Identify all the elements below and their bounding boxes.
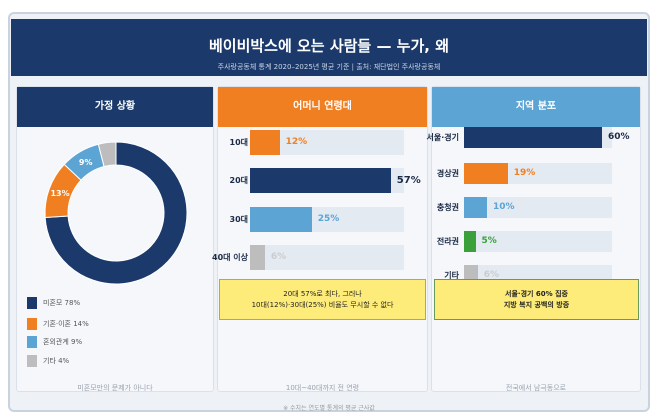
legend-swatch [27,297,37,309]
bar-track [464,197,612,218]
bar-category-label: 경상권 [436,168,459,178]
legend-item: 기혼·이혼 14% [27,318,89,330]
bar [250,168,391,193]
donut-slice [97,141,117,168]
donut-slice [44,141,188,285]
footnote: ※ 수치는 연도별 통계의 평균 근사값 [283,405,375,412]
panel-family: 가정 상황 74%13%9% 미혼모만의 문제가 아니다 [16,86,214,392]
legend-label: 미혼모 78% [43,299,81,307]
legend-label: 기혼·이혼 14% [43,320,89,328]
page-subtitle: 주사랑공동체 통계 2020–2025년 평균 기준 | 출처: 재단법인 주사… [217,63,441,71]
bar [250,207,312,232]
legend-item: 기타 4% [27,355,69,367]
legend-item: 혼외관계 9% [27,336,82,348]
page-title: 베이비박스에 오는 사람들 — 누가, 왜 [208,37,449,55]
panel-title: 어머니 연령대 [218,87,427,127]
bar-track [250,245,404,270]
note-line: 지방 복지 공백의 방증 [503,300,570,309]
bar-value-label: 19% [513,167,536,178]
panel-title: 지역 분포 [432,87,640,127]
bar [250,130,280,155]
bar-value-label: 6% [483,269,500,280]
slice-label: 9% [79,158,93,167]
panel-caption: 미혼모만의 문제가 아니다 [77,384,153,392]
bar-category-label: 전라권 [436,236,459,246]
donut-chart: 74%13%9% [44,141,188,285]
bar [250,245,265,270]
legend-swatch [27,336,37,348]
bar-value-label: 10% [493,201,515,212]
bar-category-label: 서울·경기 [426,132,459,142]
legend-item: 미혼모 78% [27,297,80,309]
bar-value-label: 25% [317,213,340,224]
insight-note: 서울·경기 60% 집중 지방 복지 공백의 방증 [434,279,639,320]
note-line: 서울·경기 60% 집중 [505,289,568,298]
panel-caption: 10대~40대까지 전 연령 [285,384,360,392]
header: 베이비박스에 오는 사람들 — 누가, 왜 주사랑공동체 통계 2020–202… [11,19,647,76]
bar-value-label: 12% [285,136,308,147]
bar-value-label: 5% [481,235,497,246]
panel-title: 가정 상황 [17,87,213,127]
note-line: 10대(12%)·30대(25%) 비율도 무시할 수 없다 [251,300,394,309]
bar-category-label: 30대 [229,214,249,224]
bar-value-label: 57% [396,174,421,186]
legend-label: 혼외관계 9% [43,338,83,346]
insight-note: 20대 57%로 최다, 그러나 10대(12%)·30대(25%) 비율도 무… [219,279,426,320]
bar [464,231,476,252]
bar [464,197,487,218]
bar-category-label: 기타 [444,270,459,280]
legend-swatch [27,318,37,330]
bar-track [464,231,612,252]
panel-caption: 전국에서 남극동으로 [505,384,567,392]
bar-value-label: 6% [270,251,287,262]
bar-category-label: 10대 [229,137,249,147]
bar [464,127,602,148]
bar-category-label: 충청권 [436,202,459,212]
bar-category-label: 40대 이상 [212,252,248,262]
slice-label: 13% [50,189,69,198]
legend-label: 기타 4% [43,357,70,365]
note-line: 20대 57%로 최다, 그러나 [283,289,362,298]
bar-category-label: 20대 [229,175,249,185]
legend-swatch [27,355,37,367]
bar-value-label: 60% [608,131,630,142]
bar [464,163,508,184]
